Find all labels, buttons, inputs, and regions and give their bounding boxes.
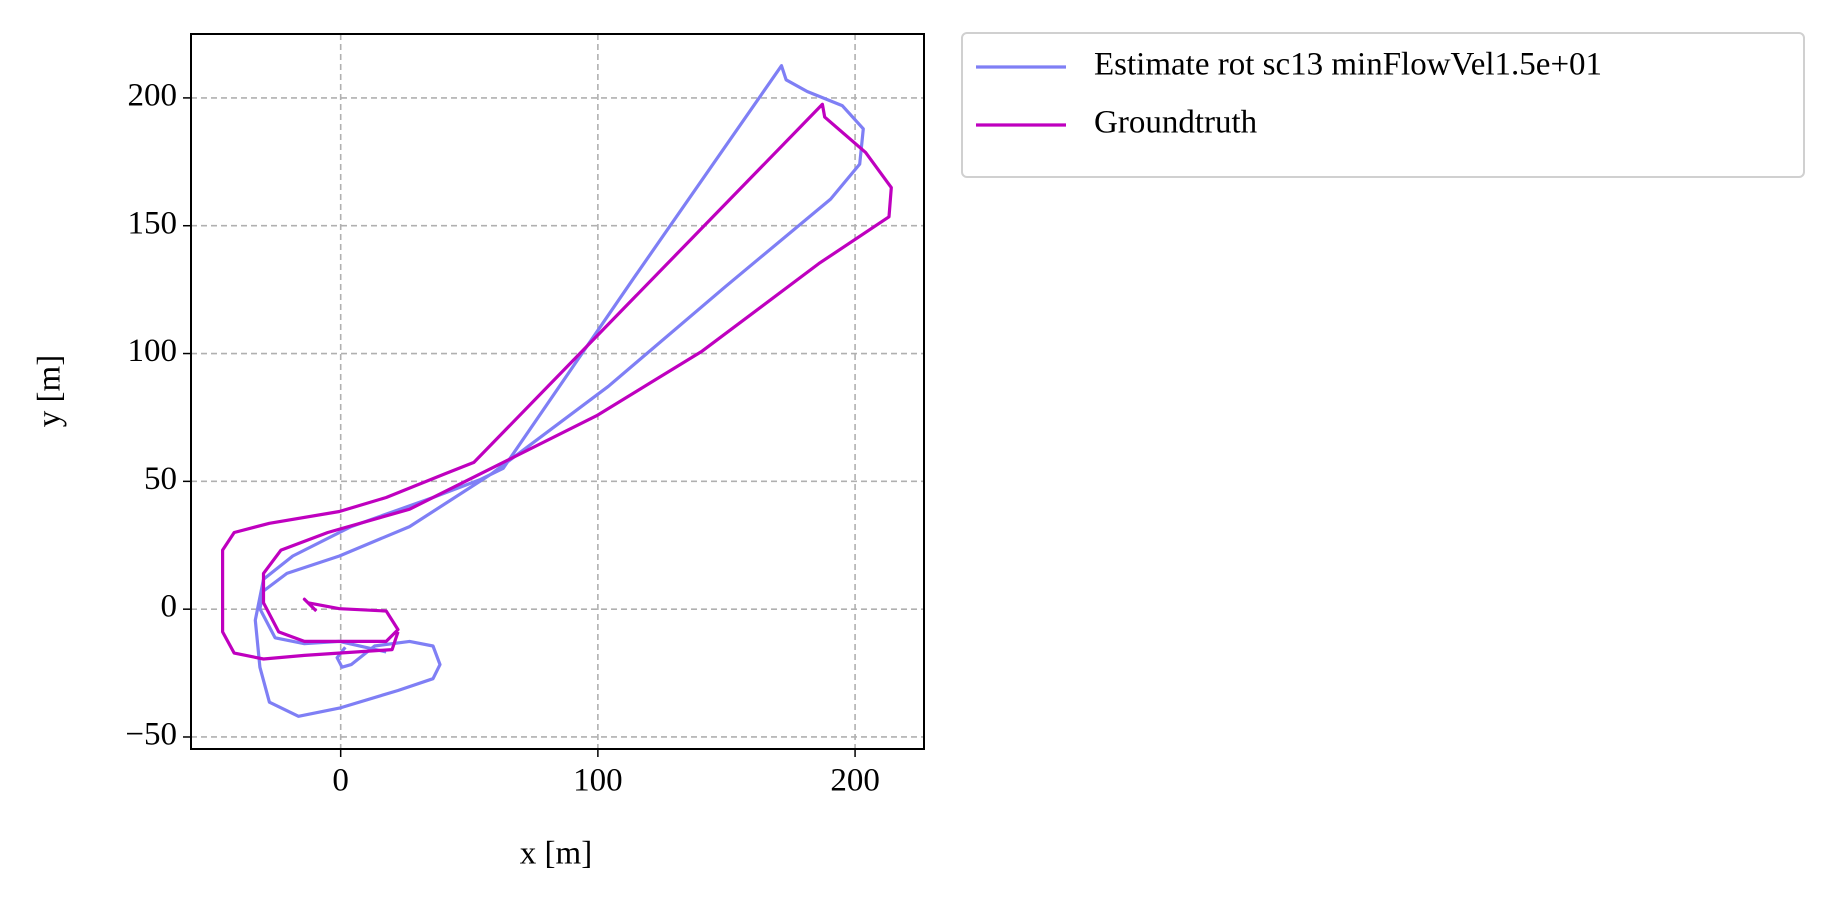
x-tick-label: 0 (332, 763, 349, 799)
y-tick-label: −50 (125, 717, 177, 753)
x-tick-label: 200 (830, 763, 880, 799)
series-line (253, 64, 865, 718)
legend-label: Groundtruth (1094, 105, 1258, 141)
legend-label: Estimate rot sc13 minFlowVel1.5e+01 (1094, 47, 1602, 83)
y-tick-label: 100 (128, 333, 178, 369)
x-axis-label: x [m] (520, 836, 592, 872)
series-line (221, 102, 893, 661)
y-axis-label: y [m] (32, 355, 68, 427)
y-tick-label: 0 (161, 589, 178, 625)
plot-frame (190, 33, 925, 750)
y-tick-label: 200 (128, 77, 178, 113)
legend-box (961, 32, 1805, 178)
x-tick-label: 100 (573, 763, 623, 799)
y-tick-label: 50 (144, 461, 177, 497)
y-tick-label: 150 (128, 205, 178, 241)
